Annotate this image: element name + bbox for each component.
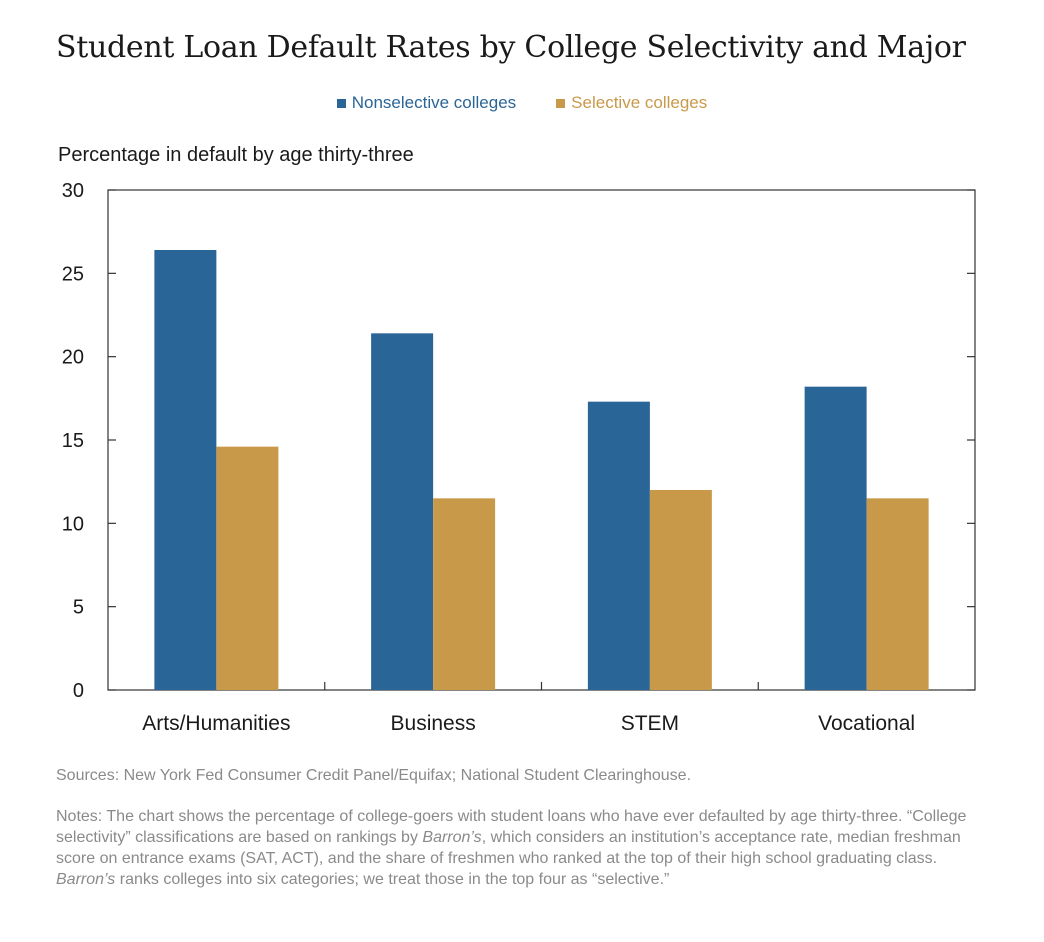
legend-swatch-nonselective: [336, 98, 346, 108]
bar-selective: [216, 446, 279, 690]
chart-legend: Nonselective colleges Selective colleges: [0, 93, 1044, 113]
notes-text: Notes: The chart shows the percentage of…: [56, 806, 976, 890]
chart-title: Student Loan Default Rates by College Se…: [56, 30, 966, 65]
y-axis-label: Percentage in default by age thirty-thre…: [58, 144, 414, 166]
x-category-label: Business: [391, 712, 476, 735]
notes-part-4: Barron’s: [56, 871, 116, 888]
y-tick-label: 10: [62, 513, 84, 535]
legend-swatch-selective: [556, 98, 566, 108]
bar-nonselective: [587, 401, 650, 690]
bar-selective: [433, 498, 496, 690]
legend-label-nonselective: Nonselective colleges: [351, 93, 517, 112]
notes-part-3: , which considers an institution’s accep…: [56, 829, 961, 867]
bar-nonselective: [804, 386, 867, 690]
y-tick-label: 5: [73, 597, 84, 619]
bar-chart: 0 5 10 15 20 25 30 Arts/Humanities Business STEM V…: [62, 180, 976, 735]
y-tick-label: 0: [73, 680, 84, 702]
y-tick-label: 20: [62, 347, 84, 369]
bar-selective: [649, 490, 712, 690]
legend-item-nonselective: Nonselective colleges: [336, 93, 517, 113]
notes-part-1: Notes: The chart shows the percentage of…: [56, 808, 967, 846]
bar-nonselective: [371, 333, 434, 690]
y-tick-label: 15: [62, 430, 84, 452]
notes-part-2: Barron’s: [422, 829, 482, 846]
y-tick-label: 25: [62, 263, 84, 285]
bar-selective: [866, 498, 929, 690]
notes-part-5: ranks colleges into six categories; we t…: [115, 871, 670, 888]
x-category-label: STEM: [621, 712, 679, 735]
sources-note: Sources: New York Fed Consumer Credit Pa…: [56, 767, 692, 784]
legend-item-selective: Selective colleges: [556, 93, 707, 113]
x-category-label: Arts/Humanities: [142, 712, 290, 735]
bar-nonselective: [154, 250, 217, 690]
x-category-label: Vocational: [818, 712, 915, 735]
legend-label-selective: Selective colleges: [571, 93, 708, 112]
y-tick-label: 30: [62, 180, 84, 202]
